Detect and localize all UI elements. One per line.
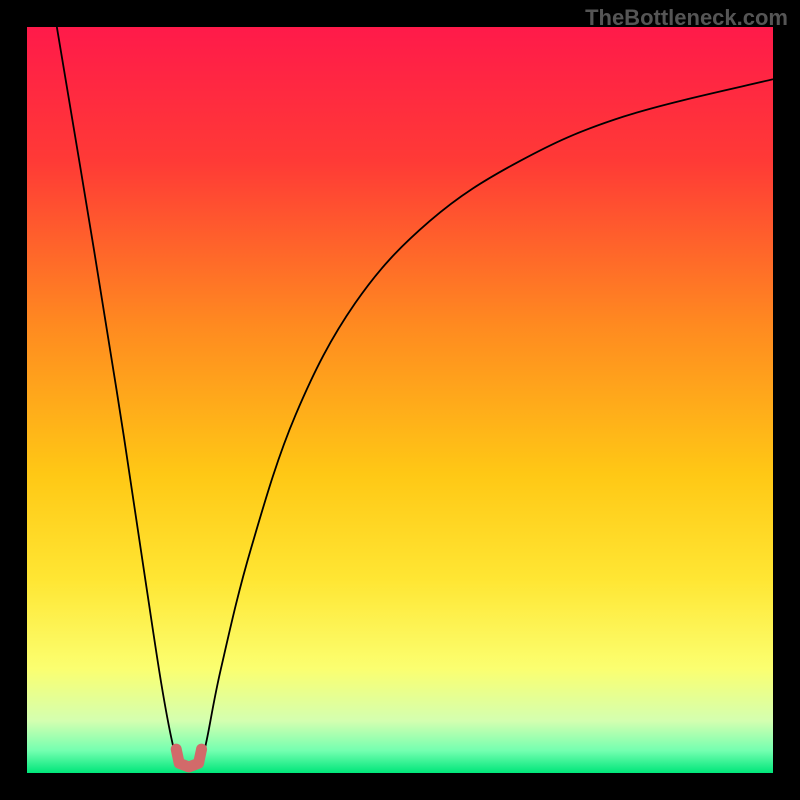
gradient-background: [27, 27, 773, 773]
chart-frame: TheBottleneck.com: [0, 0, 800, 800]
plot-area: [27, 27, 773, 773]
